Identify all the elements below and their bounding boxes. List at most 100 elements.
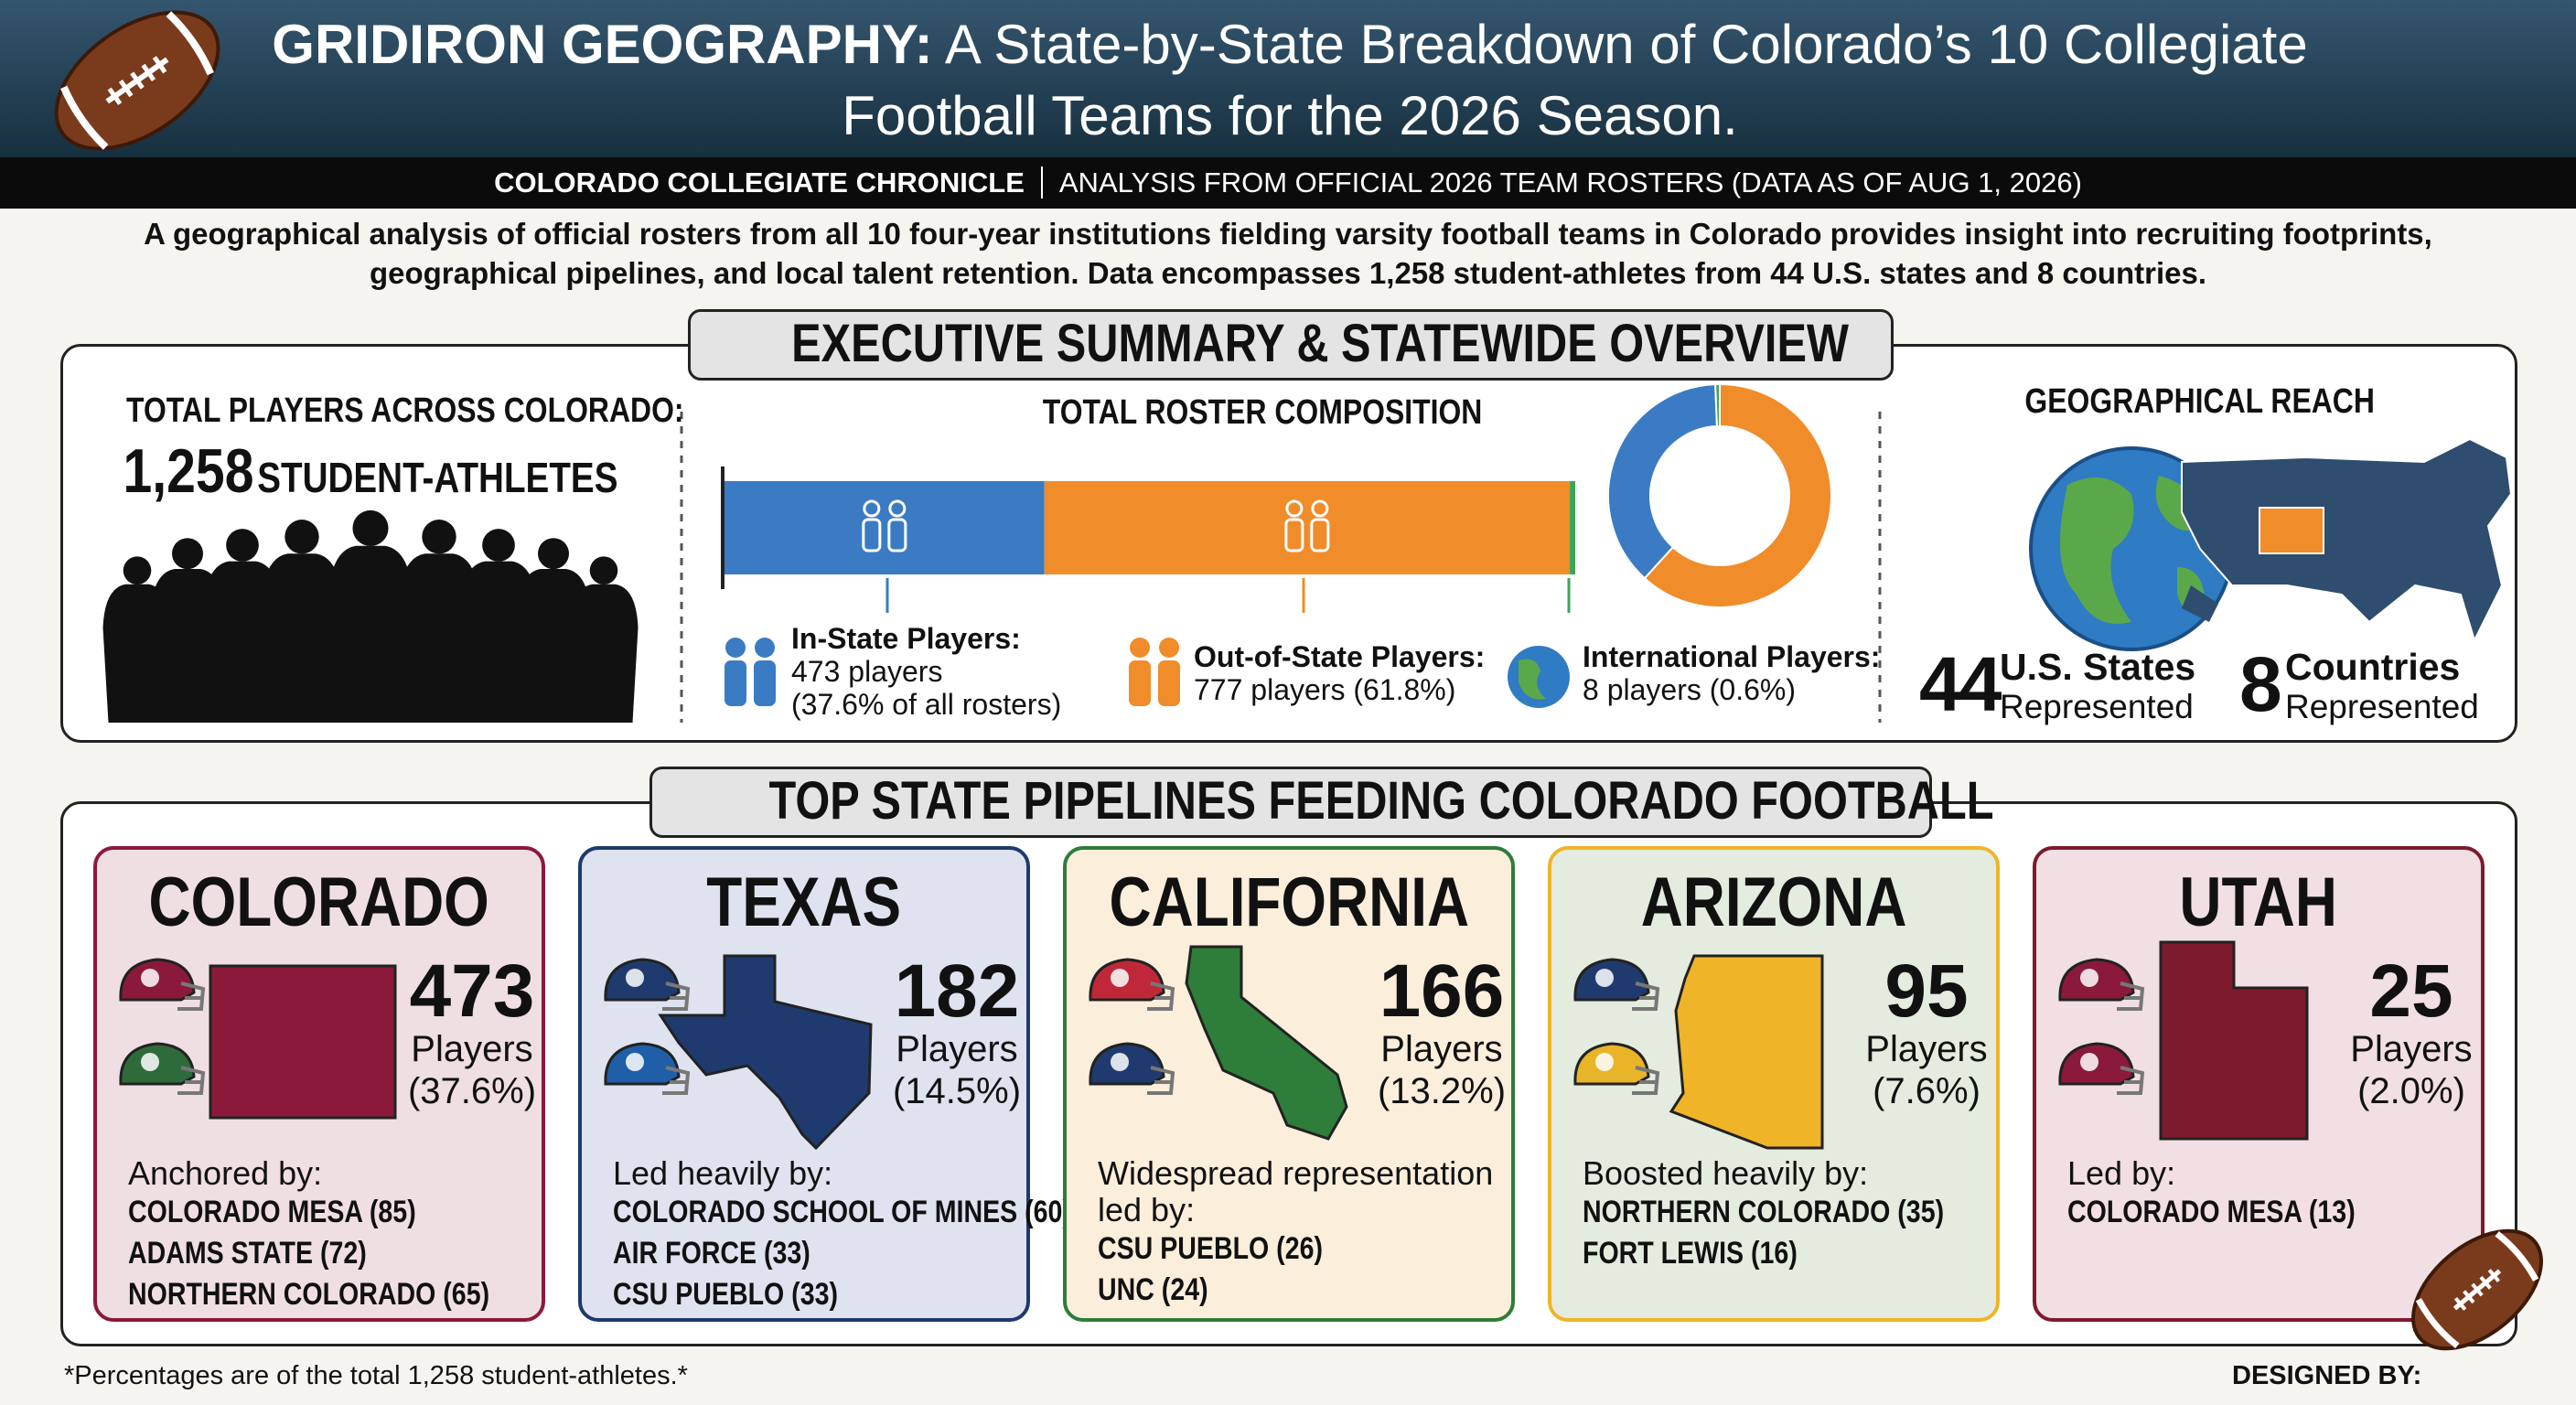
silhouette-head	[422, 520, 456, 554]
state-name: CALIFORNIA	[1067, 863, 1511, 942]
header-band	[0, 0, 2576, 157]
title-bold: GRIDIRON GEOGRAPHY:	[272, 14, 933, 75]
football-bottom	[2411, 1228, 2543, 1351]
person-icon	[1311, 499, 1329, 518]
helmet-mask	[177, 1066, 206, 1095]
helmet-mask	[1632, 1066, 1660, 1095]
state-share: (7.6%)	[1873, 1071, 1980, 1111]
team-text: ADAMS STATE (72)	[128, 1236, 367, 1271]
state-share: (14.5%)	[892, 1071, 1022, 1111]
state-intro: Led by:	[2067, 1154, 2176, 1192]
state-name-text: UTAH	[2179, 863, 2338, 941]
person-icon	[1285, 499, 1304, 518]
state-card: UTAH 25 Players (2.0%) Led by: COLORADO MESA …	[2033, 846, 2485, 1322]
state-players: 25	[2369, 949, 2453, 1033]
composition-title: TOTAL ROSTER COMPOSITION	[1042, 393, 1483, 432]
state-map	[209, 964, 397, 1120]
state-name-text: TEXAS	[706, 863, 902, 941]
reach-title-wrap: GEOGRAPHICAL REACH	[1903, 382, 2497, 422]
legend-icon	[725, 638, 746, 658]
team: NORTHERN COLORADO (35)	[1583, 1192, 1985, 1233]
team: ADAMS STATE (72)	[128, 1233, 531, 1274]
team: CSU PUEBLO (26)	[1098, 1228, 1500, 1270]
state-graphics	[119, 958, 397, 1120]
state-players-label: Players	[896, 1029, 1018, 1069]
state-body: Anchored by: COLORADO MESA (85) ADAMS STAT…	[128, 1155, 531, 1315]
team-text: AIR FORCE (33)	[613, 1236, 810, 1271]
legend-name: Out-of-State Players:	[1194, 640, 1486, 673]
helmet-mask	[662, 981, 691, 1011]
team: FORT LEWIS (16)	[1583, 1233, 1985, 1274]
team: AIR FORCE (33)	[613, 1233, 1015, 1274]
designed-by: DESIGNED BY:	[2232, 1361, 2422, 1390]
state-share: (2.0%)	[2357, 1071, 2465, 1111]
person-icon	[862, 518, 882, 552]
total-number: 1,258	[123, 436, 254, 506]
team: COLORADO MESA (85)	[128, 1192, 531, 1233]
silhouette-head	[352, 509, 389, 547]
silhouettes	[102, 509, 639, 723]
legend-icon	[1519, 659, 1546, 700]
state-intro: Boosted heavily by:	[1583, 1154, 1869, 1192]
legend-icon	[724, 660, 746, 706]
total-label-wrap: TOTAL PLAYERS ACROSS COLORADO:	[73, 391, 683, 431]
state-intro: Widespread representation led by:	[1098, 1154, 1494, 1228]
state-players-label: Players	[2350, 1029, 2473, 1069]
state-graphics	[604, 954, 873, 1151]
helmet-logo	[141, 1053, 159, 1071]
state-map	[658, 954, 873, 1151]
helmet-mask	[2117, 981, 2145, 1011]
helmet-logo	[626, 1053, 644, 1071]
summary-title-tab: EXECUTIVE SUMMARY & STATEWIDE OVERVIEW	[688, 309, 1894, 381]
reach-line2: Represented	[2000, 688, 2194, 725]
legend-icon	[755, 638, 775, 658]
state-name: TEXAS	[582, 863, 1026, 942]
state-graphics	[1089, 945, 1348, 1141]
silhouette-head	[482, 529, 515, 562]
silhouette-head	[538, 538, 569, 570]
team-text: CSU PUEBLO (26)	[1098, 1231, 1323, 1266]
legend-name: In-State Players:	[791, 622, 1021, 655]
legend-count: 473 players	[791, 655, 943, 688]
helmet-mask	[1147, 981, 1175, 1011]
team-text: COLORADO MESA (13)	[2067, 1195, 2356, 1229]
state-body: Widespread representation led by: CSU PUE…	[1098, 1155, 1500, 1311]
silhouette-head	[123, 556, 152, 585]
legend-icon	[1130, 638, 1150, 658]
helmet-mask	[177, 981, 206, 1011]
silhouette	[569, 584, 639, 723]
team-text: CSU PUEBLO (33)	[613, 1277, 838, 1312]
state-players: 95	[1884, 949, 1969, 1033]
silhouette	[398, 553, 480, 723]
state-name-text: CALIFORNIA	[1109, 863, 1469, 941]
silhouette-head	[226, 529, 259, 562]
helmet-logo	[2080, 969, 2098, 987]
donut-segment	[1607, 383, 1718, 580]
state-map	[1669, 954, 1824, 1150]
total-unit: STUDENT-ATHLETES	[257, 454, 618, 501]
donut-segment	[1643, 382, 1832, 608]
state-name-text: COLORADO	[148, 863, 490, 941]
state-body: Boosted heavily by: NORTHERN COLORADO (35…	[1583, 1155, 1985, 1274]
person-icon	[888, 499, 907, 518]
state-graphics	[2058, 940, 2309, 1141]
silhouette-head	[284, 520, 319, 554]
helmet-logo	[1595, 969, 1614, 987]
us-map	[2181, 437, 2513, 643]
person-icon	[1310, 518, 1330, 552]
bar-segment	[724, 481, 1045, 574]
total-label: TOTAL PLAYERS ACROSS COLORADO:	[126, 391, 684, 430]
state-players: 473	[409, 949, 535, 1033]
legend-icon	[1129, 660, 1151, 706]
reach-title: GEOGRAPHICAL REACH	[2024, 382, 2376, 421]
football-top	[54, 10, 220, 151]
helmet-logo	[1595, 1053, 1614, 1071]
reach-number: 44	[1919, 641, 2002, 727]
legend: In-State Players: 473 players (37.6% of al…	[791, 622, 1061, 721]
helmet-mask	[2117, 1066, 2145, 1095]
team: UNC (24)	[1098, 1270, 1500, 1311]
state-name: ARIZONA	[1551, 863, 1996, 942]
reach-number: 8	[2239, 641, 2282, 727]
team-text: UNC (24)	[1098, 1272, 1208, 1307]
